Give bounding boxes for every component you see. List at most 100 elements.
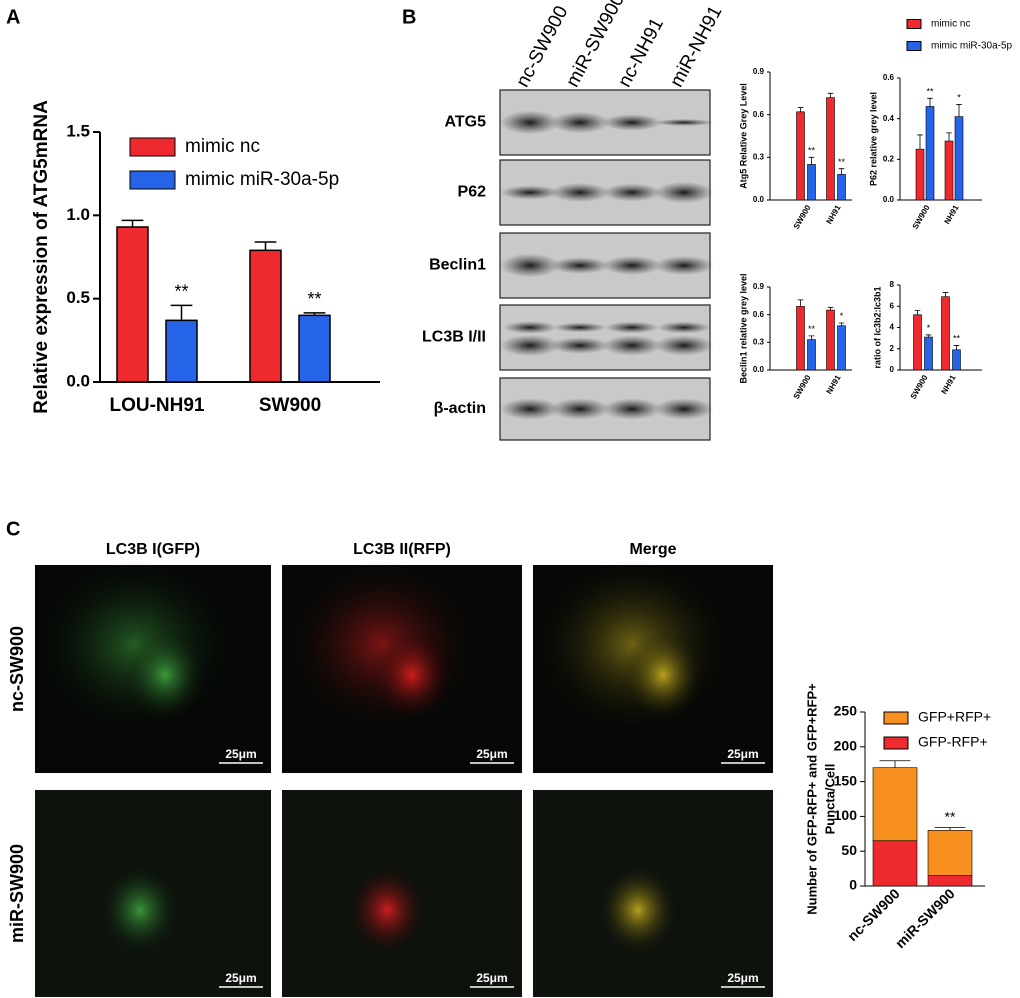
- legend-label: mimic nc: [931, 19, 970, 30]
- bar: [952, 349, 961, 371]
- bar: [807, 339, 816, 371]
- significance-label: *: [840, 311, 844, 321]
- y-tick-label: 0: [890, 365, 895, 374]
- y-tick-label: 0.0: [753, 195, 765, 204]
- x-tick-label: nc-SW900: [844, 885, 903, 944]
- error-bar: [946, 132, 952, 142]
- y-tick-label: 1.5: [66, 121, 90, 140]
- bar: [925, 106, 935, 201]
- error-bar: [808, 156, 815, 165]
- cell-glow: [100, 865, 180, 955]
- y-tick-label: 0.5: [66, 288, 90, 307]
- y-tick-label: 0.2: [883, 154, 895, 163]
- y-tick-label: 0.6: [883, 73, 895, 82]
- cell-glow: [623, 630, 703, 720]
- blot-band: [602, 183, 662, 202]
- significance-label: **: [953, 334, 961, 344]
- blot-band: [500, 334, 560, 357]
- blot-band: [503, 321, 557, 334]
- error-bar: [254, 241, 277, 251]
- y-axis-label: Atg5 Relative Grey Level: [738, 83, 748, 189]
- y-axis-label: ratio of lc3b2:lc3b1: [872, 286, 882, 368]
- x-tick-label: NH91: [943, 203, 961, 226]
- significance-label: **: [808, 324, 816, 334]
- x-tick-label: SW900: [792, 203, 813, 231]
- bar: [944, 140, 954, 201]
- blot-band: [605, 321, 659, 334]
- scale-bar-label: 25μm: [476, 747, 507, 761]
- bar: [872, 840, 918, 887]
- legend-swatch: [906, 41, 922, 51]
- y-axis-label: Puncta/Cell: [822, 764, 837, 835]
- error-bar: [925, 334, 932, 338]
- significance-label: **: [945, 808, 956, 824]
- bar: [796, 306, 805, 371]
- blot-band: [602, 398, 662, 420]
- blot-band: [550, 182, 610, 203]
- cell-glow: [347, 865, 427, 955]
- significance-label: *: [927, 323, 931, 333]
- image-row-label: miR-SW900: [7, 844, 27, 943]
- blot-lane-label: nc-NH91: [614, 15, 668, 91]
- image-row-label: nc-SW900: [7, 626, 27, 712]
- bar: [924, 336, 933, 371]
- blot-row-label: Beclin1: [429, 257, 486, 274]
- legend-label: GFP-RFP+: [918, 734, 988, 750]
- error-bar: [303, 312, 326, 316]
- x-tick-label: NH91: [825, 373, 843, 396]
- x-tick-label: NH91: [940, 373, 958, 396]
- y-tick-label: 1.0: [66, 205, 90, 224]
- error-bar: [170, 304, 193, 321]
- legend-label: mimic miR-30a-5p: [185, 169, 339, 190]
- bar: [837, 174, 846, 201]
- y-tick-label: 0.0: [66, 371, 90, 390]
- blot-band: [500, 185, 560, 200]
- error-bar: [838, 322, 845, 326]
- y-tick-label: 0.3: [753, 152, 765, 161]
- blot-band: [602, 255, 662, 276]
- y-tick-label: 100: [834, 807, 858, 823]
- bar: [927, 875, 973, 887]
- blot-band: [654, 398, 714, 420]
- scale-bar-label: 25μm: [727, 747, 758, 761]
- bar: [807, 164, 816, 201]
- y-tick-label: 8: [890, 280, 895, 289]
- y-axis-label: Relative expression of ATG5mRNA: [31, 100, 52, 414]
- error-bar: [942, 292, 949, 297]
- blot-band: [654, 118, 714, 127]
- y-tick-label: 0.0: [883, 195, 895, 204]
- y-tick-label: 6: [890, 301, 895, 310]
- significance-label: **: [174, 281, 188, 301]
- bar: [298, 314, 331, 383]
- bar: [826, 309, 835, 371]
- panel-label: B: [402, 6, 416, 28]
- legend-swatch: [883, 736, 909, 750]
- error-bar: [808, 335, 815, 340]
- y-tick-label: 150: [834, 772, 858, 788]
- scale-bar-label: 25μm: [225, 747, 256, 761]
- x-tick-label: SW900: [911, 203, 932, 231]
- cell-glow: [372, 630, 452, 720]
- blot-row-label: LC3B I/II: [422, 329, 486, 346]
- blot-band: [553, 322, 607, 333]
- y-axis-label: Beclin1 relative grey level: [738, 273, 748, 383]
- image-column-label: Merge: [629, 541, 676, 558]
- y-tick-label: 250: [834, 703, 858, 719]
- y-tick-label: 0.6: [753, 110, 765, 119]
- blot-band: [500, 398, 560, 420]
- blot-row-label: P62: [458, 184, 487, 201]
- bar: [872, 767, 918, 842]
- blot-band: [550, 398, 610, 420]
- error-bar: [827, 306, 834, 311]
- panel-label: A: [6, 6, 20, 28]
- blot-band: [550, 257, 610, 274]
- x-tick-label: LOU-NH91: [109, 395, 204, 416]
- bar: [165, 319, 198, 383]
- significance-label: *: [957, 93, 961, 103]
- panel-label: C: [6, 518, 20, 540]
- blot-band: [657, 321, 711, 334]
- y-axis-label: P62 relative grey level: [868, 92, 878, 186]
- x-tick-label: SW900: [909, 373, 930, 401]
- y-tick-label: 0.9: [753, 67, 765, 76]
